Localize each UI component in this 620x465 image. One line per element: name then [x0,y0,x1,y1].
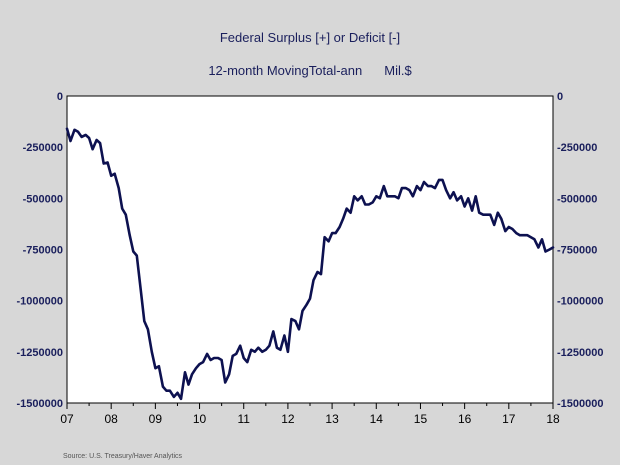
x-tick-label: 08 [105,412,119,426]
chart-subtitle: 12-month MovingTotal-ann [208,63,363,78]
y-tick-label-right: -1000000 [557,296,604,308]
y-tick-label-right: -750000 [557,245,597,257]
x-tick-label: 14 [370,412,384,426]
chart-units: Mil.$ [384,63,412,78]
x-tick-label: 16 [458,412,472,426]
x-tick-label: 07 [60,412,74,426]
y-tick-label-right: -1500000 [557,398,604,410]
x-tick-label: 10 [193,412,207,426]
x-tick-label: 12 [281,412,295,426]
chart-subtitle-row: 12-month MovingTotal-ann Mil.$ [0,63,620,78]
chart-title: Federal Surplus [+] or Deficit [-] [219,30,401,45]
source-note: Source: U.S. Treasury/Haver Analytics [63,453,183,460]
series-group [65,127,555,401]
y-tick-label-right: -500000 [557,193,597,205]
y-tick-label-left: 0 [57,91,63,103]
x-tick-label: 09 [149,412,163,426]
y-tick-label-right: 0 [557,91,563,103]
x-axis: 07 08 09 10 11 12 13 14 15 16 17 18 [60,403,560,426]
y-tick-label-left: -750000 [23,245,63,257]
y-tick-label-left: -1500000 [17,398,64,410]
x-tick-label: 17 [502,412,516,426]
y-tick-label-left: -1000000 [17,296,64,308]
y-tick-label-left: -1250000 [17,347,64,359]
x-tick-label: 11 [237,412,250,426]
x-tick-label: 13 [325,412,339,426]
plot-area [66,95,554,404]
x-tick-label: 18 [546,412,560,426]
series-line-0 [65,127,555,401]
x-tick-label: 15 [414,412,428,426]
y-tick-label-left: -500000 [23,193,63,205]
y-axis-left: 0 -250000 -500000 -750000 -1000000 -1250000 -1… [17,91,64,410]
y-tick-label-right: -1250000 [557,347,604,359]
y-tick-label-right: -250000 [557,142,597,154]
y-tick-label-left: -250000 [23,142,63,154]
y-axis-right: 0 -250000 -500000 -750000 -1000000 -1250000 -1… [557,91,604,410]
